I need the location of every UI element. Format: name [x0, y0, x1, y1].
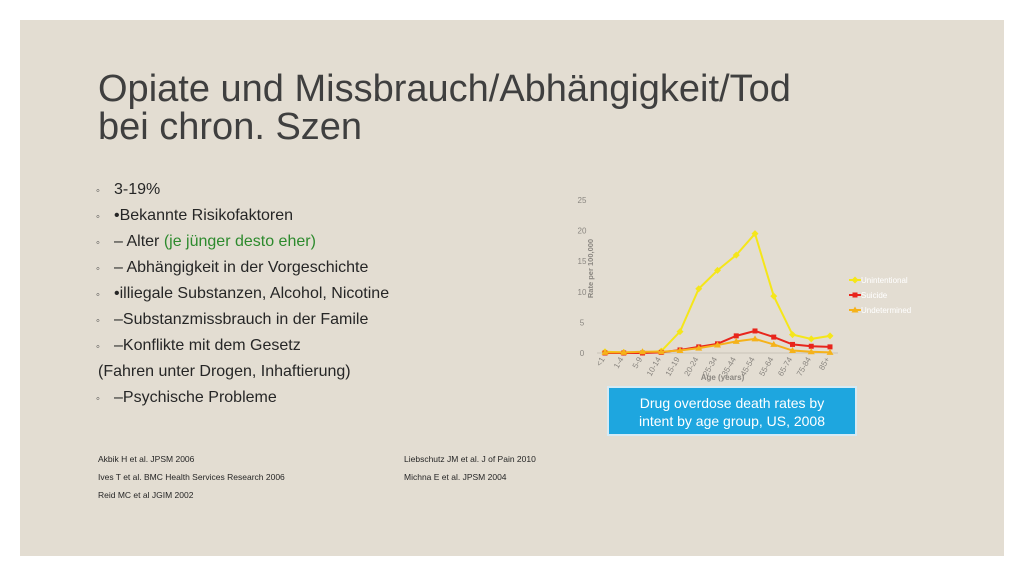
- reference: Liebschutz JM et al. J of Pain 2010: [404, 454, 536, 464]
- x-tick-label: 1-4: [612, 355, 626, 370]
- highlight-text: (je jünger desto eher): [163, 233, 316, 250]
- x-tick-label: 85+: [817, 355, 832, 372]
- legend-marker: [851, 306, 859, 313]
- bullet-marker: ◦: [96, 315, 100, 327]
- legend-label: Unintentional: [861, 276, 908, 285]
- bullet-marker: ◦: [96, 289, 100, 301]
- data-point: [714, 266, 721, 274]
- data-point: [751, 335, 759, 342]
- chart-caption: Drug overdose death rates by intent by ag…: [607, 386, 857, 436]
- data-point: [695, 285, 703, 293]
- y-tick-label: 0: [580, 349, 585, 358]
- bullet-item: ◦ –Substanzmissbrauch in der Famile: [96, 307, 516, 333]
- data-point: [676, 347, 684, 354]
- data-point: [601, 348, 609, 355]
- x-tick-label: 20-24: [682, 355, 700, 378]
- data-point: [807, 348, 815, 355]
- reference: Ives T et al. BMC Health Services Resear…: [98, 472, 285, 482]
- data-point: [807, 335, 815, 343]
- x-tick-label: 75-84: [795, 355, 813, 378]
- bullet-marker: ◦: [96, 211, 100, 223]
- data-point: [695, 344, 703, 351]
- data-point: [790, 341, 795, 347]
- data-point: [808, 343, 814, 349]
- data-point: [733, 333, 739, 339]
- bullet-marker: ◦: [96, 185, 100, 197]
- bullet-item: ◦ –Konflikte mit dem Gesetz: [96, 333, 516, 359]
- bullet-item: ◦ –Psychische Probleme: [96, 385, 516, 411]
- bullet-marker: ◦: [96, 237, 100, 249]
- data-point: [770, 340, 778, 347]
- legend-marker: [852, 292, 858, 298]
- x-tick-label: 65-74: [776, 355, 794, 378]
- data-point: [827, 344, 833, 350]
- bullet-item: ◦ – Alter (je jünger desto eher): [96, 229, 516, 255]
- data-point: [826, 348, 834, 355]
- y-tick-label: 20: [578, 227, 587, 236]
- x-tick-label: <1: [594, 355, 607, 368]
- data-point: [732, 337, 740, 344]
- x-tick-label: 55-64: [757, 355, 775, 378]
- legend-label: Suicide: [861, 291, 888, 300]
- bullet-item: (Fahren unter Drogen, Inhaftierung): [98, 363, 351, 380]
- legend-label: Undetermined: [861, 306, 911, 315]
- data-point: [657, 348, 665, 355]
- x-tick-label: 5-9: [631, 355, 645, 370]
- series-line-unintentional: [604, 231, 831, 354]
- slide-title: Opiate und Missbrauch/Abhängigkeit/Tod be…: [98, 68, 791, 148]
- bullet-item: ◦ – Abhängigkeit in der Vorgeschichte: [96, 255, 516, 281]
- x-tick-label: 10-14: [645, 355, 663, 378]
- reference: Michna E et al. JPSM 2004: [404, 472, 507, 482]
- bullet-marker: ◦: [96, 341, 100, 353]
- y-tick-label: 5: [580, 318, 585, 327]
- y-axis-label: Rate per 100,000: [586, 239, 595, 298]
- y-tick-label: 25: [578, 196, 587, 205]
- data-point: [639, 348, 646, 355]
- data-point: [751, 230, 759, 238]
- data-point: [714, 341, 721, 348]
- x-tick-label: 15-19: [664, 355, 682, 378]
- bullet-marker: ◦: [96, 263, 100, 275]
- bullet-list: ◦ 3-19% ◦ •Bekannte Risikofaktoren ◦ – Alte…: [96, 177, 516, 411]
- data-point: [770, 292, 778, 300]
- data-point: [676, 328, 684, 336]
- bullet-item: ◦ 3-19%: [96, 177, 516, 203]
- data-point: [789, 347, 796, 354]
- reference: Reid MC et al JGIM 2002: [98, 490, 194, 500]
- data-point: [752, 328, 758, 334]
- x-axis-label: Age (years): [701, 373, 745, 382]
- legend-marker: [851, 276, 859, 284]
- slide: Opiate und Missbrauch/Abhängigkeit/Tod be…: [20, 20, 1004, 556]
- data-point: [771, 334, 777, 340]
- data-point: [789, 331, 796, 339]
- y-tick-label: 15: [578, 257, 587, 266]
- y-tick-label: 10: [578, 288, 587, 297]
- data-point: [620, 348, 628, 355]
- bullet-item: ◦ •Bekannte Risikofaktoren: [96, 203, 516, 229]
- line-chart: 0 5 10 15 20 25 Rate per 100,000 <1 1-4 5-9 10-14 1…: [578, 196, 912, 382]
- data-point: [732, 251, 740, 259]
- data-point: [826, 332, 834, 340]
- bullet-marker: ◦: [96, 393, 100, 405]
- bullet-item: ◦ •illiegale Substanzen, Alcohol, Nicotin…: [96, 281, 516, 307]
- reference: Akbik H et al. JPSM 2006: [98, 454, 195, 464]
